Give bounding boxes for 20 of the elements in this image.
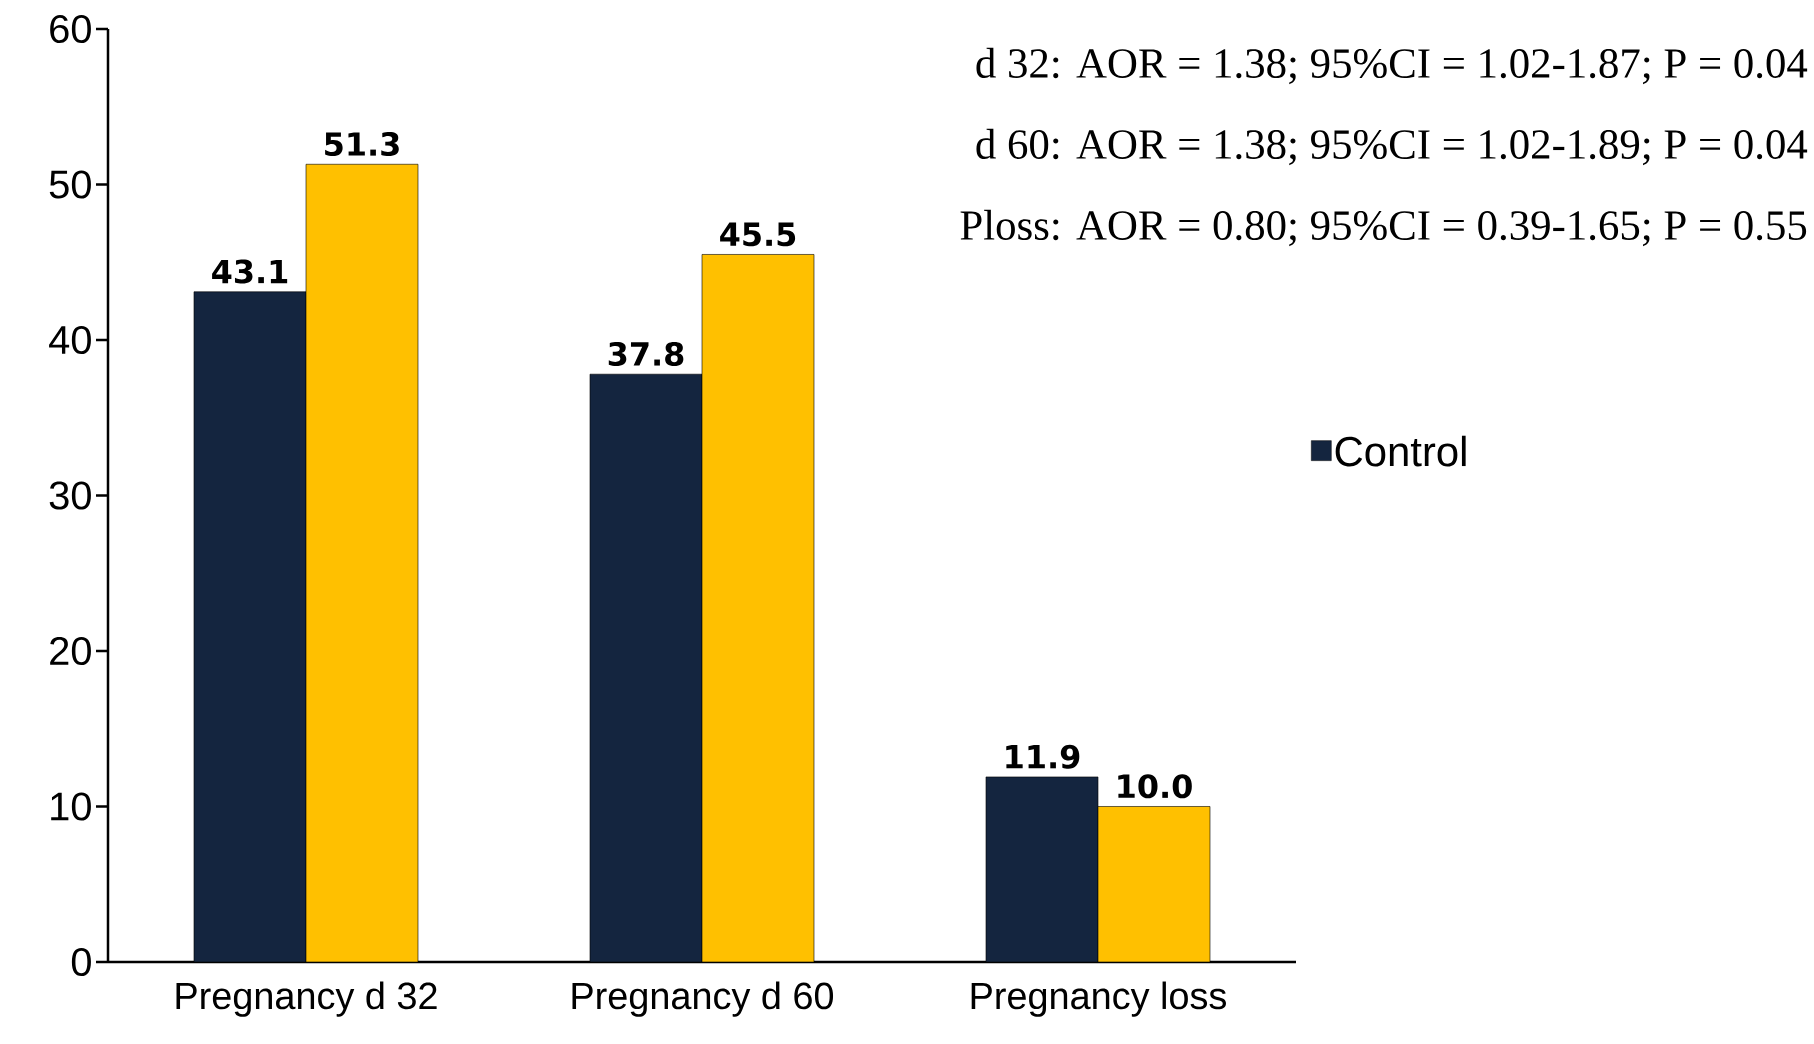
y-tick-label: 20	[50, 636, 91, 666]
x-tick-label: Pregnancy loss	[971, 981, 1226, 1017]
data-label: 10.0	[1118, 774, 1192, 799]
data-label: 45.5	[720, 222, 796, 247]
annotation: d 32: AOR = 1.38; 95%CI = 1.02-1.87; P = 0.04	[976, 47, 1808, 85]
y-tick-label: 40	[49, 325, 91, 355]
data-label: 37.8	[608, 341, 684, 366]
data-label: 43.1	[212, 259, 288, 284]
legend-label: Control	[1335, 435, 1466, 467]
y-tick-label: 50	[49, 170, 91, 199]
y-tick-label: 10	[51, 792, 91, 821]
data-label: 11.9	[1006, 744, 1080, 769]
y-tick-label: 0	[71, 947, 91, 977]
data-label: 51.3	[325, 131, 399, 157]
annotation: Ploss: AOR = 0.80; 95%CI = 0.39-1.65; P = 0.55	[960, 209, 1807, 247]
y-tick-label: 60	[50, 14, 91, 44]
x-tick-label: Pregnancy d 32	[176, 981, 437, 1017]
y-tick-label: 30	[49, 481, 91, 510]
x-tick-label: Pregnancy d 60	[572, 981, 834, 1017]
annotation: d 60: AOR = 1.38; 95%CI = 1.02-1.89; P = 0.04	[976, 128, 1808, 166]
